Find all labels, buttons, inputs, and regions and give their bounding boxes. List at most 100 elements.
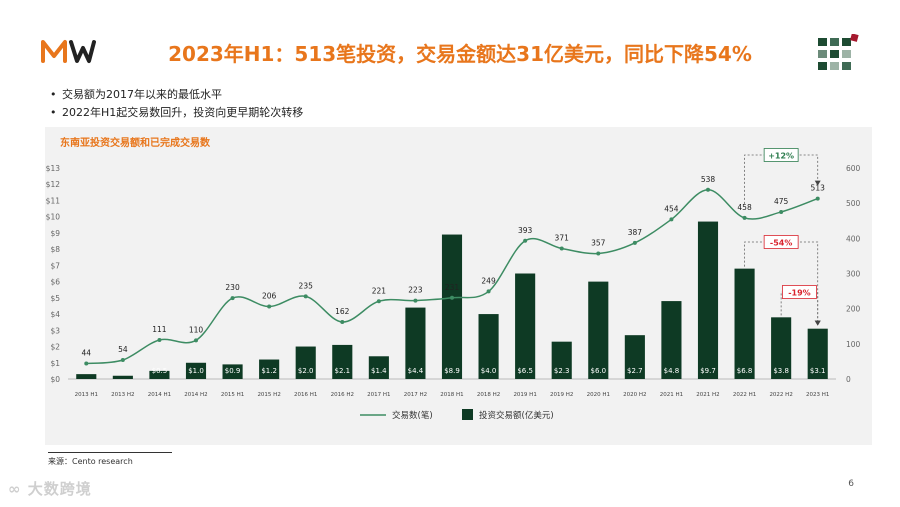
bullet-item: 交易额为2017年以来的最低水平 <box>48 86 303 104</box>
bar <box>295 346 316 379</box>
x-tick-label: 2014 H1 <box>148 392 171 398</box>
legend-bar-label: 投资交易额(亿美元) <box>479 410 554 421</box>
annotation-hoh-value-arrow <box>814 320 821 326</box>
y-left-tick-label: $8 <box>50 245 60 254</box>
line-value-label: 235 <box>299 281 314 290</box>
y-left-tick-label: $7 <box>50 261 60 270</box>
line-value-label: 387 <box>628 228 643 237</box>
x-tick-label: 2020 H1 <box>587 392 610 398</box>
bar-value-label: $6.8 <box>737 367 753 375</box>
line-point <box>120 358 125 363</box>
line-value-label: 110 <box>189 325 204 334</box>
bar-value-label: $1.4 <box>371 367 387 375</box>
x-tick-label: 2019 H1 <box>513 392 536 398</box>
y-left-tick-label: $10 <box>46 213 61 222</box>
legend-line-label: 交易数(笔) <box>392 410 433 421</box>
line-point <box>559 246 564 251</box>
y-left-tick-label: $12 <box>46 180 61 189</box>
watermark: ∞ 大数跨境 <box>8 478 92 499</box>
x-tick-label: 2017 H1 <box>367 392 390 398</box>
line-point <box>486 289 491 294</box>
x-tick-label: 2013 H2 <box>111 392 134 398</box>
bar <box>405 307 426 379</box>
bar-value-label: $3.1 <box>810 367 826 375</box>
line-point <box>669 217 674 222</box>
bar <box>661 301 682 379</box>
bar <box>624 335 645 379</box>
x-tick-label: 2016 H1 <box>294 392 317 398</box>
bar-value-label: $4.4 <box>408 367 424 375</box>
bullet-item: 2022年H1起交易数回升，投资向更早期轮次转移 <box>48 104 303 122</box>
annotation-yoy-deals-box <box>763 148 799 162</box>
x-tick-label: 2023 H1 <box>806 392 829 398</box>
x-tick-label: 2020 H2 <box>623 392 646 398</box>
annotation-hoh-value-box <box>782 285 817 299</box>
bar-value-label: $2.3 <box>554 367 570 375</box>
bar <box>588 281 609 379</box>
x-tick-label: 2021 H1 <box>660 392 683 398</box>
annotation-hoh-value-label: -19% <box>788 289 810 298</box>
line-value-label: 223 <box>408 286 423 295</box>
bar <box>551 341 572 379</box>
y-left-tick-label: $5 <box>50 294 60 303</box>
x-tick-label: 2022 H1 <box>733 392 756 398</box>
y-right-tick-label: 0 <box>846 375 851 384</box>
x-tick-label: 2022 H2 <box>769 392 792 398</box>
line-point <box>376 299 381 304</box>
y-right-tick-label: 400 <box>846 234 861 243</box>
line-value-label: 538 <box>701 175 716 184</box>
line-value-label: 371 <box>555 234 570 243</box>
line-value-label: 357 <box>591 238 606 247</box>
line-value-label: 249 <box>481 276 496 285</box>
bar-value-label: $6.5 <box>517 367 533 375</box>
line-point <box>230 296 235 301</box>
bar <box>222 364 243 379</box>
bar-value-label: $2.7 <box>627 367 643 375</box>
bullet-list: 交易额为2017年以来的最低水平 2022年H1起交易数回升，投资向更早期轮次转… <box>48 86 303 122</box>
line-point <box>706 187 710 192</box>
bar <box>807 328 828 379</box>
bar <box>697 221 719 379</box>
y-left-tick-label: $0 <box>50 375 60 384</box>
x-tick-label: 2013 H1 <box>75 392 98 398</box>
bar-value-label: $0.5 <box>152 367 168 375</box>
x-tick-label: 2018 H1 <box>440 392 463 398</box>
line-point <box>413 298 418 303</box>
bar <box>441 234 463 379</box>
page-title: 2023年H1：513笔投资，交易金额达31亿美元，同比下降54% <box>168 42 752 66</box>
bar-value-label: $0.9 <box>225 367 241 375</box>
bar-value-label: $2.1 <box>334 367 350 375</box>
y-left-tick-label: $2 <box>50 343 60 352</box>
line-point <box>742 215 747 220</box>
bar-value-label: $3.8 <box>773 367 789 375</box>
line-point <box>84 361 89 366</box>
x-tick-label: 2019 H2 <box>550 392 573 398</box>
line-value-label: 513 <box>811 184 826 193</box>
bar <box>734 268 755 379</box>
line-value-label: 231 <box>445 283 460 292</box>
chart-title: 东南亚投资交易额和已完成交易数 <box>60 138 210 149</box>
watermark-text: 大数跨境 <box>27 480 92 498</box>
bar <box>76 374 97 379</box>
line-value-label: 44 <box>82 349 92 358</box>
line-point <box>815 196 820 201</box>
bar <box>259 359 280 379</box>
y-right-tick-label: 200 <box>846 305 861 314</box>
y-left-tick-label: $11 <box>46 196 61 205</box>
line-point <box>194 338 198 343</box>
line-point <box>450 295 454 300</box>
line-value-label: 54 <box>118 345 128 354</box>
bar <box>185 362 207 379</box>
page-number: 6 <box>848 479 854 489</box>
bar-value-label: $2.0 <box>298 367 314 375</box>
line-value-label: 221 <box>372 286 387 295</box>
line-value-label: 454 <box>664 204 679 213</box>
bar-value-label: $8.9 <box>444 367 460 375</box>
y-left-tick-label: $6 <box>50 278 60 287</box>
line-point <box>779 209 784 214</box>
y-left-tick-label: $4 <box>50 310 60 319</box>
line-point <box>267 304 272 309</box>
line-point <box>596 251 601 256</box>
annotation-yoy-deals-label: +12% <box>768 152 794 161</box>
